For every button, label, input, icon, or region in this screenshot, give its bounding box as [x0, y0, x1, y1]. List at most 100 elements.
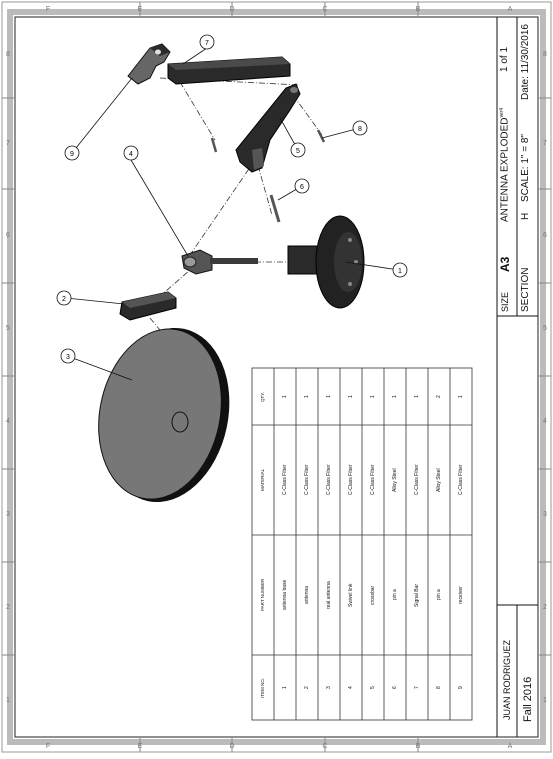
- col-label-right-2: 7: [543, 140, 547, 147]
- col-label-right-4: 5: [543, 325, 547, 332]
- part-signal-bar: [167, 56, 291, 85]
- part-receiver: [127, 43, 171, 85]
- drawing-title: ANTENNA EXPLODEDver4: [499, 107, 511, 222]
- col-label-right-1: 8: [543, 51, 547, 58]
- bom-cell-material: Alloy Steel: [435, 468, 442, 492]
- bom-cell-material: C-Class Fiber: [369, 464, 376, 496]
- col-label-left-4: 5: [6, 325, 10, 332]
- bom-cell-item-no: 1: [281, 686, 288, 690]
- sheet-inner-border: [14, 16, 539, 738]
- drawing-title-sup: ver4: [499, 107, 505, 118]
- title-block-frame: [496, 17, 538, 737]
- col-label-left-3: 6: [6, 232, 10, 239]
- row-label-top-F: F: [46, 6, 50, 13]
- bom-cell-material: C-Class Fiber: [457, 464, 464, 496]
- col-label-right-5: 4: [543, 418, 547, 425]
- col-label-left-2: 7: [6, 140, 10, 147]
- row-label-top-B: B: [416, 6, 421, 13]
- sheet-count: 1 of 1: [499, 46, 510, 72]
- svg-text:6: 6: [300, 184, 304, 191]
- balloon-9: 9: [64, 145, 80, 161]
- designer-name: JUAN RODRIGUEZ: [502, 639, 512, 720]
- row-label-bottom-C: C: [322, 743, 327, 750]
- bom-cell-item-no: 6: [391, 686, 398, 690]
- bom-cell-part-number: receiver: [457, 586, 464, 604]
- bom-cell-qty: 1: [391, 395, 398, 399]
- row-label-bottom-E: E: [138, 743, 143, 750]
- bom-header-material: MATERIAL: [259, 468, 265, 492]
- balloon-8: 8: [352, 120, 368, 136]
- drawing-title-text: ANTENNA EXPLODED: [499, 117, 511, 222]
- bom-cell-item-no: 5: [369, 686, 376, 690]
- col-label-left-6: 3: [6, 511, 10, 518]
- svg-text:8: 8: [358, 126, 362, 133]
- row-label-bottom-B: B: [416, 743, 421, 750]
- svg-text:2: 2: [62, 296, 66, 303]
- part-pin-center: [269, 194, 281, 223]
- sheet-margin-border: [7, 9, 546, 745]
- row-label-top-D: D: [229, 6, 234, 13]
- date-label: Date: 11/30/2016: [520, 24, 531, 100]
- bom-cell-qty: 1: [303, 395, 310, 399]
- part-antenna-base: [287, 215, 365, 309]
- bom-cell-material: C-Class Fiber: [413, 464, 420, 496]
- bom-cell-part-number: Swivel link: [347, 583, 354, 607]
- part-swivel-link: [181, 249, 258, 275]
- section-label: SECTION: [520, 267, 531, 312]
- balloon-2: 2: [56, 290, 72, 306]
- bom-cell-material: C-Class Fiber: [347, 464, 354, 496]
- bom-cell-item-no: 3: [325, 686, 332, 690]
- section-value: H: [520, 212, 531, 220]
- svg-text:3: 3: [66, 354, 70, 361]
- col-label-left-8: 1: [6, 697, 10, 704]
- bom-cell-part-number: antenna base: [281, 579, 288, 611]
- part-pin-right: [316, 129, 326, 143]
- svg-text:4: 4: [129, 151, 133, 158]
- bom-cell-part-number: pin a: [435, 589, 442, 601]
- balloon-5: 5: [290, 142, 306, 158]
- bom-cell-material: C-Class Fiber: [281, 464, 288, 496]
- col-label-left-7: 2: [6, 604, 10, 611]
- bom-cell-material: Alloy Steel: [391, 468, 398, 492]
- bom-cell-material: C-Class Fiber: [325, 464, 332, 496]
- scale-label: SCALE: 1" = 8": [520, 134, 531, 202]
- bom-cell-qty: 1: [369, 395, 376, 399]
- row-label-bottom-A: A: [508, 743, 513, 750]
- row-label-top-C: C: [322, 6, 327, 13]
- col-label-right-8: 1: [543, 697, 547, 704]
- explode-lines: [149, 77, 323, 331]
- balloon-1: 1: [392, 262, 408, 278]
- bom-cell-qty: 2: [435, 395, 442, 399]
- part-crossbar: [235, 83, 301, 173]
- bom-cell-qty: 1: [347, 395, 354, 399]
- balloon-7: 7: [199, 34, 215, 50]
- bom-grid: [251, 367, 473, 721]
- row-label-top-A: A: [508, 6, 513, 13]
- bom-cell-qty: 1: [457, 395, 464, 399]
- balloons: 9 7 4 5 6 8 1 2 3: [56, 34, 408, 364]
- bom-cell-item-no: 9: [457, 686, 464, 690]
- bom-cell-item-no: 2: [303, 686, 310, 690]
- bom-cell-part-number: antenna: [303, 585, 310, 605]
- part-dish: [98, 327, 230, 503]
- col-label-left-1: 8: [6, 51, 10, 58]
- col-label-right-3: 6: [543, 232, 547, 239]
- bom-header-qty: QTY.: [259, 392, 265, 402]
- size-value: A3: [498, 256, 512, 272]
- bom-cell-qty: 1: [413, 395, 420, 399]
- balloon-4: 4: [123, 145, 139, 161]
- bom-cell-part-number: Signal Bar: [413, 583, 420, 607]
- row-label-bottom-F: F: [46, 743, 50, 750]
- leader-lines: [65, 47, 400, 381]
- row-label-top-E: E: [138, 6, 143, 13]
- bom-cell-qty: 1: [281, 395, 288, 399]
- bom-header-part-number: PART NUMBER: [259, 578, 265, 612]
- svg-text:5: 5: [296, 148, 300, 155]
- col-label-right-7: 2: [543, 604, 547, 611]
- col-label-right-6: 3: [543, 511, 547, 518]
- bom-cell-material: C-Class Fiber: [303, 464, 310, 496]
- bom-header-item-no: ITEM NO.: [259, 678, 265, 698]
